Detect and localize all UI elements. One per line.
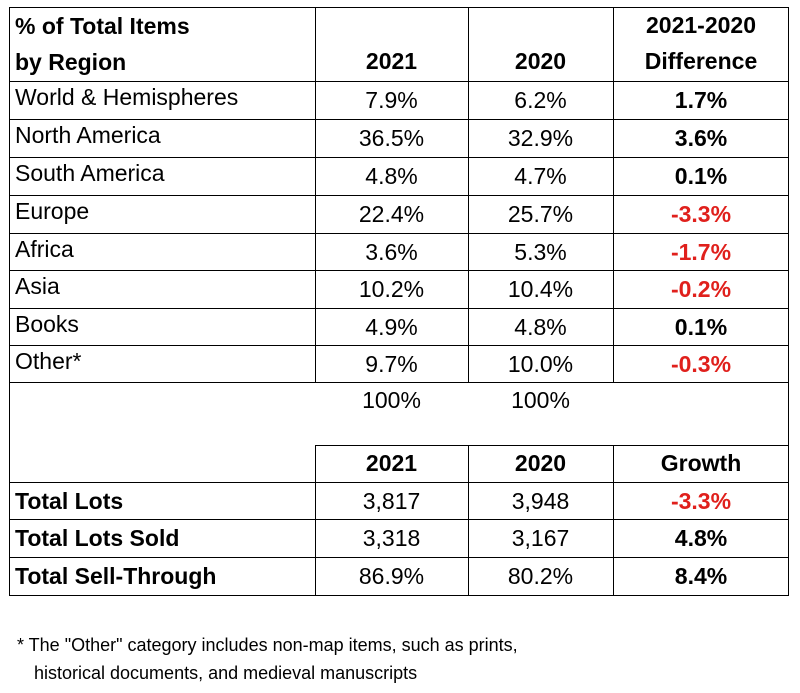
lots-header-top-line [315, 445, 789, 446]
region-2021: 7.9% [365, 86, 418, 113]
total-percent-2020: 100% [511, 386, 570, 413]
lots-row-growth: -3.3% [670, 487, 732, 514]
region-name: South America [15, 160, 165, 186]
region-name: Africa [15, 236, 74, 262]
region-name: Books [15, 311, 79, 337]
region-2020: 5.3% [514, 238, 567, 265]
region-2021: 10.2% [358, 275, 425, 302]
region-2021: 22.4% [358, 200, 425, 227]
region-2020: 4.7% [514, 162, 567, 189]
row-divider [9, 345, 789, 346]
table-frame [9, 7, 789, 596]
col-divider-2 [468, 7, 469, 382]
lots-header-2021: 2021 [365, 450, 418, 476]
region-2020: 25.7% [507, 200, 574, 227]
header-2020: 2020 [514, 47, 567, 74]
region-2020: 10.4% [507, 275, 574, 302]
header-title-line2: by Region [15, 49, 127, 75]
region-name: Asia [15, 273, 60, 299]
region-difference: -1.7% [670, 238, 732, 265]
lots-row-2020: 3,948 [511, 487, 570, 514]
lots-row-2020: 3,167 [511, 524, 570, 551]
region-2021: 4.9% [365, 313, 418, 340]
header-title-line1: % of Total Items [15, 13, 190, 39]
col-divider-1-lower [315, 445, 316, 596]
lots-header-2020: 2020 [514, 450, 567, 476]
lots-row-2021: 86.9% [358, 562, 425, 589]
region-2021: 36.5% [358, 124, 425, 151]
region-name: World & Hemispheres [15, 84, 239, 110]
region-2021: 9.7% [365, 350, 418, 377]
col-divider-3-lower [613, 445, 614, 596]
row-divider [9, 482, 789, 483]
footnote-line1: * The "Other" category includes non-map … [17, 635, 518, 655]
region-difference: -0.3% [670, 350, 732, 377]
row-divider [9, 81, 789, 82]
region-difference: 1.7% [674, 86, 728, 113]
region-name: Other* [15, 348, 82, 374]
row-divider [9, 157, 789, 158]
total-percent-2021: 100% [362, 386, 421, 413]
row-divider [9, 233, 789, 234]
lots-row-2020: 80.2% [507, 562, 574, 589]
row-divider [9, 119, 789, 120]
region-2020: 6.2% [514, 86, 567, 113]
col-divider-3 [613, 7, 614, 382]
lots-row-growth: 4.8% [674, 524, 728, 551]
row-divider [9, 557, 789, 558]
region-2020: 4.8% [514, 313, 567, 340]
region-2020: 10.0% [507, 350, 574, 377]
lots-header-growth: Growth [660, 450, 742, 476]
lots-row-2021: 3,318 [362, 524, 421, 551]
footnote-line2: historical documents, and medieval manus… [34, 663, 418, 683]
region-2020: 32.9% [507, 124, 574, 151]
region-difference: 3.6% [674, 124, 728, 151]
header-difference-line2: Difference [644, 47, 758, 74]
region-2021: 4.8% [365, 162, 418, 189]
region-2021: 3.6% [365, 238, 418, 265]
region-difference: 0.1% [674, 313, 728, 340]
lots-row-name: Total Lots [15, 487, 124, 514]
region-difference: -0.2% [670, 275, 732, 302]
region-name: North America [15, 122, 161, 148]
lots-row-name: Total Sell-Through [15, 562, 217, 589]
region-difference: -3.3% [670, 200, 732, 227]
lots-row-name: Total Lots Sold [15, 524, 180, 551]
region-difference: 0.1% [674, 162, 728, 189]
region-name: Europe [15, 198, 90, 224]
col-divider-2-lower [468, 445, 469, 596]
header-difference-line1: 2021-2020 [646, 11, 756, 38]
col-divider-1 [315, 7, 316, 382]
lots-row-2021: 3,817 [362, 487, 421, 514]
lots-row-growth: 8.4% [674, 562, 728, 589]
row-divider [9, 382, 789, 383]
header-2021: 2021 [365, 47, 418, 74]
row-divider [9, 270, 789, 271]
row-divider [9, 195, 789, 196]
row-divider [9, 308, 789, 309]
row-divider [9, 519, 789, 520]
